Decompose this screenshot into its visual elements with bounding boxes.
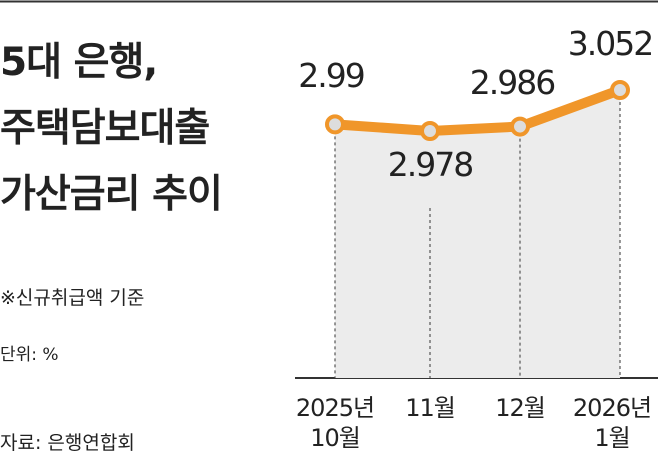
marker <box>510 116 530 137</box>
marker <box>420 121 440 141</box>
note: ※신규취급액 기준 <box>0 287 145 309</box>
unit: 단위: % <box>0 345 59 365</box>
x-tick-label: 12월 <box>495 394 546 422</box>
marker <box>610 80 630 100</box>
area <box>335 90 620 378</box>
line <box>330 85 625 136</box>
value-label: 3.052 <box>567 24 654 63</box>
value-label: 2.978 <box>387 145 474 184</box>
x-tick-label: 2025년 10월 <box>295 394 375 452</box>
x-tick-label: 11월 <box>405 394 456 422</box>
marker <box>325 114 345 135</box>
x-tick-label: 2026년 1월 <box>572 394 652 452</box>
source: 자료: 은행연합회 <box>0 432 135 454</box>
value-label: 2.99 <box>298 56 365 96</box>
value-label: 2.986 <box>469 62 556 102</box>
chart-title: 5대 은행, 주택담보대출 가산금리 추이 <box>0 40 223 217</box>
